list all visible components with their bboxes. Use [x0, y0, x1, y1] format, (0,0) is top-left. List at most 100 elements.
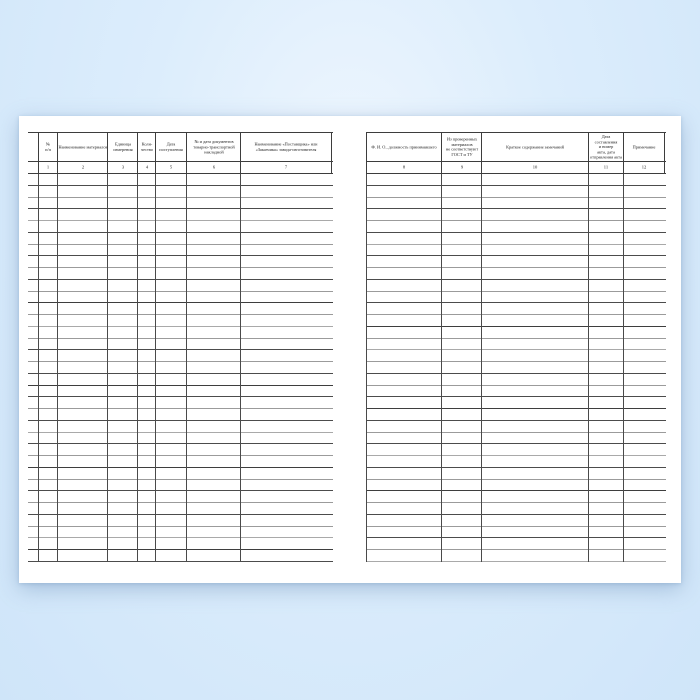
table-row	[366, 198, 666, 210]
table-row	[28, 268, 333, 280]
table-row	[366, 550, 666, 562]
table-row	[28, 292, 333, 304]
right-header-row: Ф. И. О., должность принимавшего Из пров…	[366, 132, 666, 162]
table-row	[366, 174, 666, 186]
table-row	[366, 480, 666, 492]
column-divider-line	[623, 174, 624, 562]
header-cell: Дата поступления	[155, 133, 186, 161]
table-row	[28, 327, 333, 339]
table-row	[28, 433, 333, 445]
column-number-cell: 9	[441, 162, 481, 173]
header-cell: Ф. И. О., должность принимавшего	[366, 133, 441, 161]
table-row	[366, 444, 666, 456]
table-row	[366, 456, 666, 468]
column-divider-line	[57, 174, 58, 562]
table-row	[28, 480, 333, 492]
header-cell: Примечание	[623, 133, 665, 161]
table-row	[28, 515, 333, 527]
table-row	[28, 280, 333, 292]
table-row	[366, 538, 666, 550]
column-number-cell: 2	[57, 162, 107, 173]
table-row	[28, 421, 333, 433]
column-number-cell: 8	[366, 162, 441, 173]
column-number-cell: 10	[481, 162, 588, 173]
left-page-table: № п/п Наименование материалов Единица из…	[28, 132, 333, 562]
table-row	[366, 515, 666, 527]
table-row	[28, 397, 333, 409]
header-cell: № п/п	[38, 133, 57, 161]
table-row	[366, 374, 666, 386]
header-cell: Наименование «Поставщика» или «Заказчика…	[240, 133, 332, 161]
column-number-cell: 7	[240, 162, 332, 173]
column-divider-line	[107, 174, 108, 562]
column-number-cell: 3	[107, 162, 137, 173]
table-row	[366, 397, 666, 409]
table-row	[28, 221, 333, 233]
table-border-line	[366, 174, 367, 562]
table-row	[28, 256, 333, 268]
table-row	[28, 386, 333, 398]
table-row	[28, 491, 333, 503]
table-row	[366, 350, 666, 362]
table-row	[366, 339, 666, 351]
column-divider-line	[588, 174, 589, 562]
header-cell: Коли- чество	[137, 133, 155, 161]
table-row	[28, 339, 333, 351]
table-row	[28, 538, 333, 550]
document-sheet: № п/п Наименование материалов Единица из…	[19, 116, 681, 583]
table-row	[28, 245, 333, 257]
table-row	[28, 468, 333, 480]
header-cell: Единица измерения	[107, 133, 137, 161]
header-cell: Из проверенных материалов не соответству…	[441, 133, 481, 161]
table-row	[366, 221, 666, 233]
table-row	[28, 444, 333, 456]
table-row	[366, 503, 666, 515]
table-row	[366, 327, 666, 339]
column-number-cell: 1	[38, 162, 57, 173]
column-divider-line	[186, 174, 187, 562]
table-row	[28, 527, 333, 539]
column-divider-line	[155, 174, 156, 562]
table-row	[28, 362, 333, 374]
table-row	[28, 198, 333, 210]
table-row	[366, 386, 666, 398]
header-cell: Наименование материалов	[57, 133, 107, 161]
margin-gutter	[28, 133, 38, 161]
left-column-numbers-row: 1 2 3 4 5 6 7	[28, 162, 333, 174]
table-row	[28, 315, 333, 327]
left-header-row: № п/п Наименование материалов Единица из…	[28, 132, 333, 162]
table-row	[28, 303, 333, 315]
table-row	[28, 174, 333, 186]
table-border-line	[38, 174, 39, 562]
table-row	[28, 186, 333, 198]
left-table-body	[28, 174, 333, 562]
table-row	[366, 233, 666, 245]
header-cell: Дата составления и номер акта, дата отпр…	[588, 133, 623, 161]
right-page-table: Ф. И. О., должность принимавшего Из пров…	[366, 132, 666, 562]
header-cell: № и дата документов товарно-транспортной…	[186, 133, 240, 161]
table-row	[366, 186, 666, 198]
table-row	[366, 409, 666, 421]
table-row	[366, 292, 666, 304]
table-row	[28, 233, 333, 245]
header-cell: Краткое содержание замечаний	[481, 133, 588, 161]
table-row	[28, 374, 333, 386]
table-row	[366, 315, 666, 327]
table-row	[366, 362, 666, 374]
column-divider-line	[240, 174, 241, 562]
table-row	[28, 409, 333, 421]
table-row	[366, 468, 666, 480]
table-row	[366, 268, 666, 280]
column-divider-line	[481, 174, 482, 562]
table-row	[366, 245, 666, 257]
table-row	[366, 280, 666, 292]
column-divider-line	[137, 174, 138, 562]
table-row	[366, 527, 666, 539]
column-number-cell: 5	[155, 162, 186, 173]
column-number-cell: 12	[623, 162, 665, 173]
right-table-body	[366, 174, 666, 562]
column-divider-line	[441, 174, 442, 562]
table-row	[28, 550, 333, 562]
table-row	[366, 433, 666, 445]
